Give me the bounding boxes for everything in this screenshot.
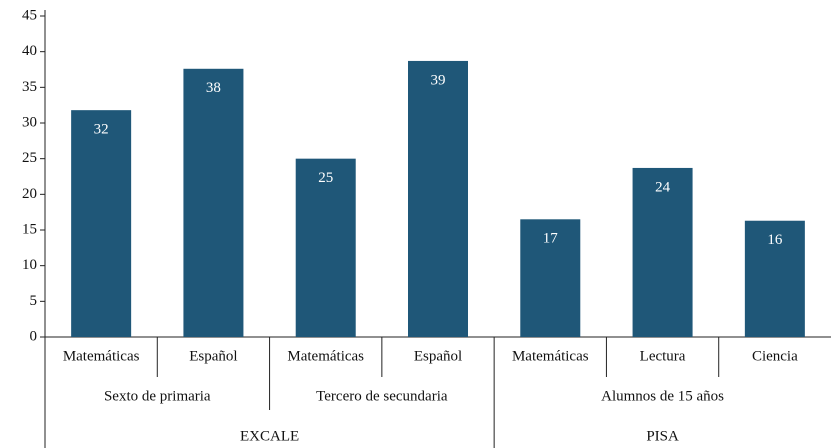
value-label: 25 [318,170,333,186]
value-label: 16 [767,232,783,248]
bar [632,167,693,337]
y-tick-label: 15 [22,221,37,237]
y-tick-label: 25 [22,150,37,166]
group-label: Sexto de primaria [104,388,211,404]
bar [71,110,132,337]
group-label: Alumnos de 15 años [601,388,724,404]
y-tick-label: 40 [22,43,37,59]
y-tick-label: 0 [30,328,38,344]
y-tick-label: 5 [30,293,38,309]
bar [295,158,356,337]
x-tick-label: Español [414,348,462,364]
y-tick-label: 20 [22,186,37,202]
x-tick-label: Ciencia [752,348,798,364]
x-tick-label: Matemáticas [512,348,589,364]
value-label: 32 [94,122,109,138]
y-tick-label: 45 [22,7,37,23]
y-tick-label: 35 [22,79,37,95]
y-tick-label: 10 [22,257,37,273]
group-label: EXCALE [240,428,299,444]
value-label: 17 [543,231,559,247]
y-tick-label: 30 [22,114,37,130]
bar [520,219,581,337]
x-tick-label: Lectura [640,348,686,364]
value-label: 38 [206,80,221,96]
x-tick-label: Matemáticas [63,348,140,364]
bar [744,220,805,337]
x-tick-label: Español [189,348,237,364]
group-label: Tercero de secundaria [316,388,448,404]
bar [183,68,244,337]
value-label: 24 [655,179,671,195]
value-label: 39 [431,72,446,88]
group-label: PISA [646,428,679,444]
x-tick-label: Matemáticas [287,348,364,364]
bar [408,60,468,337]
